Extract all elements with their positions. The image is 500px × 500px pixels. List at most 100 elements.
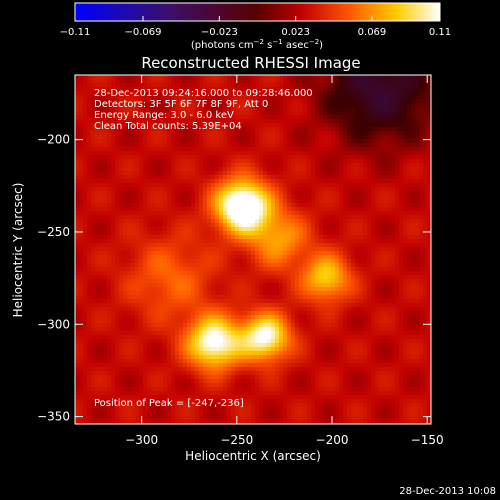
heatmap-cell [323, 79, 328, 84]
heatmap-cell [403, 247, 408, 252]
heatmap-cell [195, 179, 200, 184]
heatmap-cell [151, 267, 156, 272]
heatmap-cell [259, 263, 264, 268]
heatmap-cell [327, 79, 332, 84]
heatmap-cell [179, 83, 184, 88]
heatmap-cell [147, 223, 152, 228]
heatmap-cell [139, 247, 144, 252]
heatmap-cell [87, 287, 92, 292]
heatmap-cell [311, 159, 316, 164]
heatmap-cell [231, 179, 236, 184]
heatmap-cell [175, 143, 180, 148]
heatmap-cell [191, 99, 196, 104]
heatmap-cell [427, 231, 432, 236]
heatmap-cell [75, 115, 80, 120]
heatmap-cell [123, 291, 128, 296]
heatmap-cell [315, 275, 320, 280]
heatmap-cell [227, 183, 232, 188]
heatmap-cell [239, 195, 244, 200]
heatmap-cell [255, 275, 260, 280]
heatmap-cell [423, 247, 428, 252]
heatmap-cell [423, 99, 428, 104]
heatmap-cell [95, 151, 100, 156]
heatmap-cell [375, 227, 380, 232]
heatmap-cell [115, 99, 120, 104]
heatmap-cell [115, 215, 120, 220]
heatmap-cell [291, 203, 296, 208]
heatmap-cell [359, 107, 364, 112]
heatmap-cell [131, 127, 136, 132]
heatmap-cell [103, 115, 108, 120]
heatmap-cell [351, 91, 356, 96]
heatmap-cell [263, 175, 268, 180]
heatmap-cell [111, 255, 116, 260]
heatmap-cell [255, 167, 260, 172]
heatmap-cell [147, 191, 152, 196]
heatmap-cell [135, 275, 140, 280]
heatmap-cell [391, 107, 396, 112]
heatmap-cell [291, 211, 296, 216]
heatmap-cell [207, 291, 212, 296]
heatmap-cell [155, 159, 160, 164]
heatmap-cell [319, 83, 324, 88]
heatmap-cell [191, 267, 196, 272]
heatmap-cell [251, 103, 256, 108]
heatmap-cell [179, 227, 184, 232]
heatmap-cell [259, 191, 264, 196]
heatmap-cell [303, 167, 308, 172]
heatmap-cell [407, 195, 412, 200]
heatmap-cell [343, 219, 348, 224]
heatmap-cell [171, 239, 176, 244]
heatmap-cell [163, 215, 168, 220]
heatmap-cell [275, 135, 280, 140]
heatmap-cell [259, 231, 264, 236]
heatmap-cell [395, 147, 400, 152]
heatmap-cell [211, 207, 216, 212]
heatmap-cell [411, 179, 416, 184]
heatmap-cell [211, 235, 216, 240]
heatmap-cell [419, 259, 424, 264]
heatmap-cell [199, 263, 204, 268]
heatmap-cell [219, 267, 224, 272]
heatmap-cell [315, 255, 320, 260]
heatmap-cell [363, 223, 368, 228]
heatmap-cell [355, 279, 360, 284]
heatmap-cell [383, 271, 388, 276]
heatmap-cell [227, 275, 232, 280]
heatmap-cell [371, 91, 376, 96]
heatmap-cell [259, 199, 264, 204]
heatmap-cell [251, 123, 256, 128]
heatmap-cell [87, 267, 92, 272]
heatmap-cell [231, 227, 236, 232]
heatmap-cell [295, 267, 300, 272]
heatmap-cell [279, 263, 284, 268]
heatmap-cell [123, 239, 128, 244]
heatmap-cell [211, 151, 216, 156]
heatmap-cell [339, 279, 344, 284]
heatmap-cell [375, 219, 380, 224]
heatmap-cell [235, 183, 240, 188]
heatmap-cell [175, 263, 180, 268]
heatmap-cell [115, 143, 120, 148]
heatmap-cell [319, 255, 324, 260]
heatmap-cell [287, 111, 292, 116]
heatmap-cell [367, 199, 372, 204]
heatmap-cell [335, 203, 340, 208]
heatmap-cell [131, 251, 136, 256]
heatmap-cell [167, 107, 172, 112]
heatmap-cell [107, 247, 112, 252]
heatmap-cell [167, 183, 172, 188]
heatmap-cell [279, 235, 284, 240]
heatmap-cell [279, 195, 284, 200]
heatmap-cell [319, 231, 324, 236]
heatmap-cell [263, 131, 268, 136]
heatmap-cell [167, 139, 172, 144]
heatmap-cell [103, 191, 108, 196]
heatmap-cell [139, 231, 144, 236]
heatmap-cell [83, 283, 88, 288]
heatmap-cell [291, 127, 296, 132]
heatmap-cell [191, 83, 196, 88]
heatmap-cell [275, 231, 280, 236]
heatmap-cell [143, 131, 148, 136]
heatmap-cell [167, 283, 172, 288]
